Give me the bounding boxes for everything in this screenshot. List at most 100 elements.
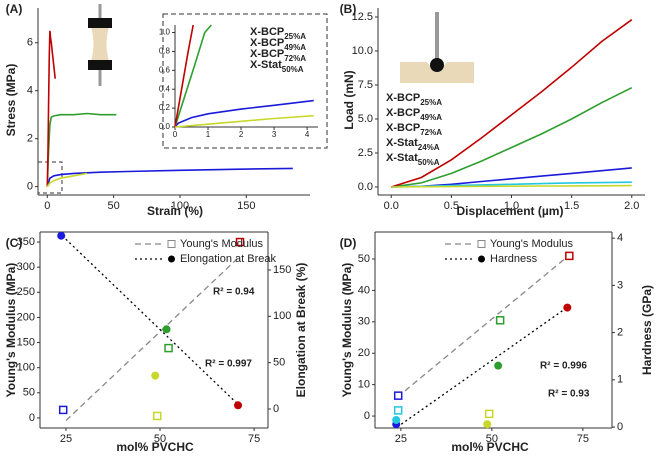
x-tick-label: 0 — [44, 200, 50, 212]
y-tick-label: 0 — [29, 412, 35, 424]
legend-subscript: 49%A — [420, 113, 442, 122]
series-line — [174, 99, 314, 128]
x-tick-label: 4 — [305, 130, 310, 139]
y-axis-title: Load (mN) — [342, 70, 356, 129]
legend-entry: X-Stat24%A — [386, 137, 440, 152]
point — [565, 251, 574, 261]
legend-name: X-Stat — [250, 59, 282, 71]
y-tick-label: 0.6 — [159, 65, 171, 74]
point — [235, 237, 245, 247]
x-tick-label: 2.0 — [624, 200, 639, 212]
y-tick-label: 0 — [27, 181, 33, 193]
y-tick-label: 200 — [17, 311, 35, 323]
x-tick-label: 2 — [239, 130, 244, 139]
legend-entry: X-BCP49%A — [250, 37, 306, 52]
panel-label: (C) — [6, 236, 23, 250]
y-tick-label: 7.5 — [358, 79, 373, 91]
y-tick-label: 0.4 — [159, 84, 171, 93]
x-tick-label: 1.5 — [564, 200, 579, 212]
legend-marker — [478, 255, 485, 263]
x-tick-label: 0 — [173, 130, 178, 139]
point — [393, 391, 403, 400]
legend-entry: X-BCP72%A — [386, 122, 442, 137]
series-line — [46, 112, 117, 187]
legend-subscript: 50%A — [282, 65, 304, 74]
legend-entry: X-BCP72%A — [250, 48, 306, 63]
legend-marker — [477, 240, 486, 248]
point — [58, 405, 68, 415]
panel-label: (B) — [340, 2, 357, 16]
legend-subscript: 49%A — [284, 43, 306, 52]
y-tick-label: 0.0 — [358, 181, 373, 193]
y-tick-label: 250 — [17, 286, 35, 298]
point — [494, 361, 503, 370]
y-tick-label: 350 — [17, 236, 35, 248]
y-axis-title: Stress (MPa) — [4, 64, 18, 137]
legend-marker — [168, 255, 175, 263]
y-tick-label: 2 — [27, 133, 33, 145]
legend-label: Young's Modulus — [490, 238, 574, 250]
point — [234, 401, 243, 410]
y-tick-label: 1.0 — [159, 28, 171, 37]
legend-subscript: 25%A — [284, 32, 306, 41]
legend-subscript: 72%A — [284, 54, 306, 63]
y-tick-label: 100 — [17, 362, 35, 374]
y-tick-label: 0.8 — [159, 47, 171, 56]
point — [57, 231, 66, 240]
y2-axis-title: Elongation at Break (%) — [294, 263, 308, 398]
legend-name: X-BCP — [250, 48, 284, 60]
fit-line — [65, 256, 240, 421]
point — [495, 316, 505, 325]
point — [483, 420, 492, 429]
series-line — [46, 172, 88, 188]
y-tick-label: 4 — [27, 85, 33, 97]
y-tick-label: 0.2 — [159, 103, 171, 112]
y-tick-label: 5.0 — [358, 113, 373, 125]
legend-name: X-BCP — [386, 122, 420, 134]
y-tick-label: 2.5 — [358, 147, 373, 159]
legend-subscript: 50%A — [418, 158, 440, 167]
legend-entry: X-BCP25%A — [250, 26, 306, 41]
point — [392, 415, 401, 424]
x-tick-label: 50 — [486, 433, 498, 445]
y-tick-label: 150 — [17, 336, 35, 348]
indenter-icon — [400, 12, 474, 83]
legend-entry: X-BCP25%A — [386, 92, 442, 107]
series-line — [174, 24, 212, 128]
legend-label: Young's Modulus — [180, 238, 264, 250]
legend-name: X-BCP — [250, 26, 284, 38]
legend-subscript: 24%A — [418, 143, 440, 152]
legend-name: X-BCP — [386, 107, 420, 119]
y-tick-label: 0 — [364, 410, 370, 422]
y-tick-label: 12.5 — [352, 11, 373, 23]
y2-tick-label: 0 — [617, 421, 623, 433]
x-tick-label: 3 — [272, 130, 277, 139]
annotation: R² = 0.93 — [548, 389, 590, 400]
y-axis-title: Young's Modulus (MPa) — [4, 263, 18, 398]
legend-name: X-BCP — [386, 92, 420, 104]
point — [162, 325, 171, 334]
legend-name: X-BCP — [250, 37, 284, 49]
point — [151, 371, 160, 380]
x-axis-title: mol% PVCHC — [451, 440, 529, 454]
y2-tick-label: 2 — [617, 327, 623, 339]
y2-tick-label: 0 — [273, 403, 279, 415]
panel-label: (D) — [340, 236, 357, 250]
panel-label: (A) — [6, 2, 23, 16]
point — [153, 411, 162, 421]
point — [164, 343, 173, 353]
y-tick-label: 20 — [358, 347, 370, 359]
y-tick-label: 50 — [23, 387, 35, 399]
x-tick-label: 0.5 — [444, 200, 459, 212]
series-line — [46, 30, 56, 187]
x-tick-label: 100 — [171, 200, 189, 212]
x-tick-label: 50 — [154, 433, 166, 445]
y2-tick-label: 1 — [617, 374, 623, 386]
y2-tick-label: 4 — [617, 232, 623, 244]
y2-tick-label: 150 — [273, 264, 291, 276]
y2-tick-label: 50 — [273, 357, 285, 369]
series-line — [46, 167, 293, 187]
y2-tick-label: 100 — [273, 310, 291, 322]
x-axis-title: Strain (%) — [147, 204, 203, 218]
